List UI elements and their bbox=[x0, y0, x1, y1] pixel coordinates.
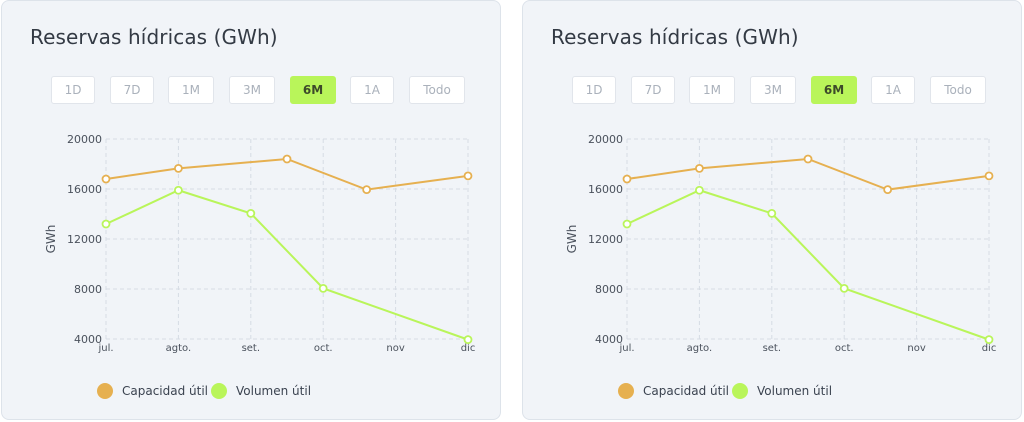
range-button-1m[interactable]: 1M bbox=[168, 76, 214, 104]
data-point[interactable] bbox=[984, 335, 994, 345]
x-tick-label: set. bbox=[763, 343, 781, 354]
legend-label: Volumen útil bbox=[757, 384, 833, 398]
data-point[interactable] bbox=[839, 283, 849, 293]
range-button-6m[interactable]: 6M bbox=[811, 76, 857, 104]
range-button-todo[interactable]: Todo bbox=[409, 76, 465, 104]
data-point[interactable] bbox=[173, 163, 183, 173]
legend-label: Capacidad útil bbox=[122, 384, 209, 398]
range-button-1d[interactable]: 1D bbox=[572, 76, 616, 104]
data-point[interactable] bbox=[362, 185, 372, 195]
x-tick-label: agto. bbox=[166, 343, 192, 354]
y-tick-label: 20000 bbox=[588, 133, 623, 146]
legend-item-capacidad[interactable]: Capacidad útil bbox=[97, 383, 208, 399]
data-point[interactable] bbox=[767, 208, 777, 218]
legend-item-volumen[interactable]: Volumen útil bbox=[211, 383, 311, 399]
y-tick-label: 12000 bbox=[67, 233, 102, 246]
data-point[interactable] bbox=[622, 174, 632, 184]
x-tick-label: jul. bbox=[97, 343, 113, 354]
x-tick-label: jul. bbox=[618, 343, 634, 354]
legend-item-capacidad[interactable]: Capacidad útil bbox=[618, 383, 729, 399]
range-button-6m[interactable]: 6M bbox=[290, 76, 336, 104]
chart-card: Reservas hídricas (GWh) 1D 7D 1M 3M 6M 1… bbox=[1, 0, 501, 420]
x-tick-label: oct. bbox=[314, 343, 333, 354]
data-point[interactable] bbox=[173, 185, 183, 195]
range-button-1a[interactable]: 1A bbox=[871, 76, 915, 104]
legend-dot-capacidad bbox=[618, 383, 634, 399]
data-point[interactable] bbox=[622, 219, 632, 229]
data-point[interactable] bbox=[883, 185, 893, 195]
y-axis-label: GWh bbox=[44, 225, 58, 254]
y-tick-label: 12000 bbox=[588, 233, 623, 246]
x-tick-label: dic bbox=[982, 343, 997, 354]
y-tick-label: 4000 bbox=[595, 333, 623, 346]
range-button-3m[interactable]: 3M bbox=[750, 76, 796, 104]
range-button-1d[interactable]: 1D bbox=[51, 76, 95, 104]
data-point[interactable] bbox=[463, 171, 473, 181]
data-point[interactable] bbox=[984, 171, 994, 181]
x-tick-label: dic bbox=[461, 343, 476, 354]
legend-label: Capacidad útil bbox=[643, 384, 730, 398]
range-button-7d[interactable]: 7D bbox=[110, 76, 154, 104]
chart-title: Reservas hídricas (GWh) bbox=[30, 25, 278, 49]
data-point[interactable] bbox=[101, 219, 111, 229]
data-point[interactable] bbox=[318, 283, 328, 293]
data-point[interactable] bbox=[282, 154, 292, 164]
y-tick-label: 4000 bbox=[74, 333, 102, 346]
series-line bbox=[105, 189, 469, 341]
x-tick-label: oct. bbox=[835, 343, 854, 354]
y-tick-label: 8000 bbox=[74, 283, 102, 296]
legend-label: Volumen útil bbox=[236, 384, 312, 398]
series-line bbox=[626, 157, 990, 191]
range-button-7d[interactable]: 7D bbox=[631, 76, 675, 104]
series-line bbox=[626, 189, 990, 341]
y-tick-label: 20000 bbox=[67, 133, 102, 146]
data-point[interactable] bbox=[463, 335, 473, 345]
line-chart: 4000 8000 12000 16000 20000 jul. agto. set. oct.… bbox=[565, 133, 997, 354]
legend-dot-capacidad bbox=[97, 383, 113, 399]
x-tick-label: nov bbox=[907, 343, 925, 354]
range-button-1m[interactable]: 1M bbox=[689, 76, 735, 104]
data-point[interactable] bbox=[694, 185, 704, 195]
y-tick-label: 16000 bbox=[588, 183, 623, 196]
data-point[interactable] bbox=[101, 174, 111, 184]
legend-dot-volumen bbox=[732, 383, 748, 399]
y-tick-label: 16000 bbox=[67, 183, 102, 196]
legend-item-volumen[interactable]: Volumen útil bbox=[732, 383, 832, 399]
data-point[interactable] bbox=[246, 208, 256, 218]
x-tick-label: agto. bbox=[687, 343, 713, 354]
x-tick-label: set. bbox=[242, 343, 260, 354]
chart-title: Reservas hídricas (GWh) bbox=[551, 25, 799, 49]
legend-dot-volumen bbox=[211, 383, 227, 399]
range-button-todo[interactable]: Todo bbox=[930, 76, 986, 104]
data-point[interactable] bbox=[803, 154, 813, 164]
chart-card: Reservas hídricas (GWh) 1D 7D 1M 3M 6M 1… bbox=[522, 0, 1022, 420]
x-tick-label: nov bbox=[386, 343, 404, 354]
range-button-3m[interactable]: 3M bbox=[229, 76, 275, 104]
y-axis-label: GWh bbox=[565, 225, 579, 254]
range-button-1a[interactable]: 1A bbox=[350, 76, 394, 104]
y-tick-label: 8000 bbox=[595, 283, 623, 296]
data-point[interactable] bbox=[694, 163, 704, 173]
line-chart: 4000 8000 12000 16000 20000 jul. agto. set. oct.… bbox=[44, 133, 476, 354]
series-line bbox=[105, 157, 469, 191]
